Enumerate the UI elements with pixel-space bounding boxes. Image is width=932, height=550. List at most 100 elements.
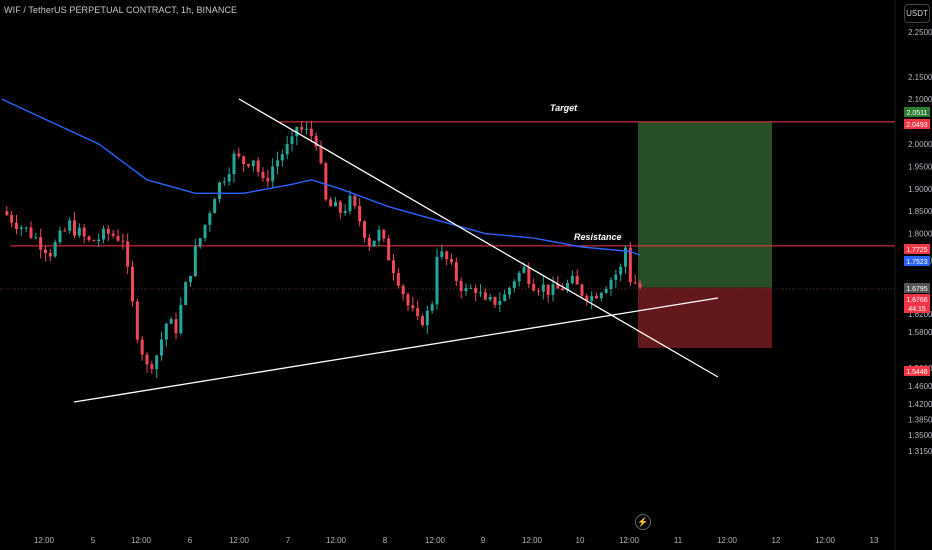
candle[interactable] (305, 128, 308, 130)
candle[interactable] (256, 160, 260, 172)
candle[interactable] (237, 153, 241, 157)
stop-zone[interactable] (638, 287, 772, 348)
candle[interactable] (179, 305, 183, 334)
candle[interactable] (203, 224, 207, 239)
candle[interactable] (189, 275, 192, 283)
candle[interactable] (624, 247, 627, 267)
candle[interactable] (97, 239, 101, 242)
candle[interactable] (479, 292, 482, 294)
candle[interactable] (140, 339, 144, 355)
candle[interactable] (15, 222, 18, 230)
candle[interactable] (145, 354, 149, 365)
candle[interactable] (522, 266, 526, 273)
candle[interactable] (276, 160, 279, 167)
candle[interactable] (73, 220, 76, 236)
candle[interactable] (247, 164, 250, 167)
candle[interactable] (382, 229, 386, 239)
candle[interactable] (401, 285, 405, 295)
candle[interactable] (266, 177, 270, 182)
candle[interactable] (126, 241, 130, 267)
candle[interactable] (29, 227, 33, 238)
candle[interactable] (358, 206, 362, 222)
candle[interactable] (68, 220, 72, 231)
candle[interactable] (580, 284, 584, 296)
candle[interactable] (430, 304, 434, 311)
candle[interactable] (416, 308, 420, 317)
candle[interactable] (532, 283, 536, 291)
candle[interactable] (435, 256, 439, 305)
candle[interactable] (498, 300, 502, 305)
candle[interactable] (614, 274, 618, 280)
candle[interactable] (440, 251, 444, 257)
candle[interactable] (469, 287, 473, 289)
candle[interactable] (604, 288, 608, 293)
candle[interactable] (10, 215, 14, 223)
candle[interactable] (527, 266, 531, 284)
candle[interactable] (445, 251, 449, 260)
candle[interactable] (406, 294, 410, 306)
candle[interactable] (160, 339, 163, 356)
candle[interactable] (309, 128, 313, 136)
candle[interactable] (92, 240, 96, 242)
candle[interactable] (135, 301, 139, 340)
candle[interactable] (102, 228, 105, 240)
candle[interactable] (575, 275, 579, 285)
candle[interactable] (34, 237, 38, 239)
candle[interactable] (174, 319, 178, 334)
candle[interactable] (150, 364, 154, 370)
candle[interactable] (319, 146, 323, 164)
target-zone[interactable] (638, 121, 772, 288)
candle[interactable] (454, 262, 458, 281)
candle[interactable] (566, 283, 569, 291)
candle[interactable] (242, 156, 246, 165)
candle[interactable] (585, 295, 589, 302)
candle[interactable] (111, 233, 115, 236)
candle[interactable] (24, 227, 28, 229)
candle[interactable] (208, 213, 212, 225)
candle[interactable] (295, 127, 299, 137)
candle[interactable] (87, 236, 91, 241)
candle[interactable] (44, 249, 47, 253)
ascending-trendline[interactable] (73, 297, 719, 403)
candle[interactable] (590, 295, 594, 302)
candle[interactable] (314, 135, 318, 147)
candle[interactable] (512, 281, 516, 288)
candle[interactable] (63, 230, 67, 232)
candle[interactable] (377, 229, 381, 241)
moving-average-line[interactable] (1, 98, 641, 256)
candle[interactable] (503, 294, 507, 301)
candle[interactable] (198, 238, 202, 247)
candle[interactable] (459, 280, 463, 292)
candle[interactable] (213, 198, 217, 214)
candle[interactable] (493, 296, 497, 305)
candle[interactable] (541, 284, 545, 292)
candle[interactable] (421, 316, 424, 326)
candle[interactable] (628, 247, 632, 283)
candle[interactable] (348, 195, 352, 211)
candle[interactable] (131, 266, 134, 302)
candle[interactable] (561, 288, 565, 291)
candle[interactable] (106, 228, 110, 234)
candle[interactable] (184, 282, 188, 306)
candle[interactable] (164, 323, 168, 340)
candle[interactable] (329, 199, 333, 207)
candle[interactable] (53, 242, 57, 257)
candle[interactable] (609, 279, 613, 289)
candle[interactable] (39, 237, 43, 250)
candle[interactable] (556, 284, 560, 289)
candle[interactable] (595, 295, 598, 299)
candle[interactable] (218, 182, 221, 199)
candle[interactable] (537, 290, 540, 292)
candle[interactable] (570, 275, 574, 284)
candle[interactable] (116, 235, 120, 241)
candle[interactable] (387, 238, 391, 261)
candle[interactable] (334, 201, 337, 207)
candle[interactable] (155, 355, 159, 370)
candle[interactable] (193, 246, 197, 276)
descending-trendline[interactable] (238, 98, 719, 378)
candle[interactable] (488, 296, 492, 300)
candle[interactable] (48, 252, 52, 257)
candle[interactable] (285, 143, 289, 155)
candle[interactable] (58, 230, 62, 243)
